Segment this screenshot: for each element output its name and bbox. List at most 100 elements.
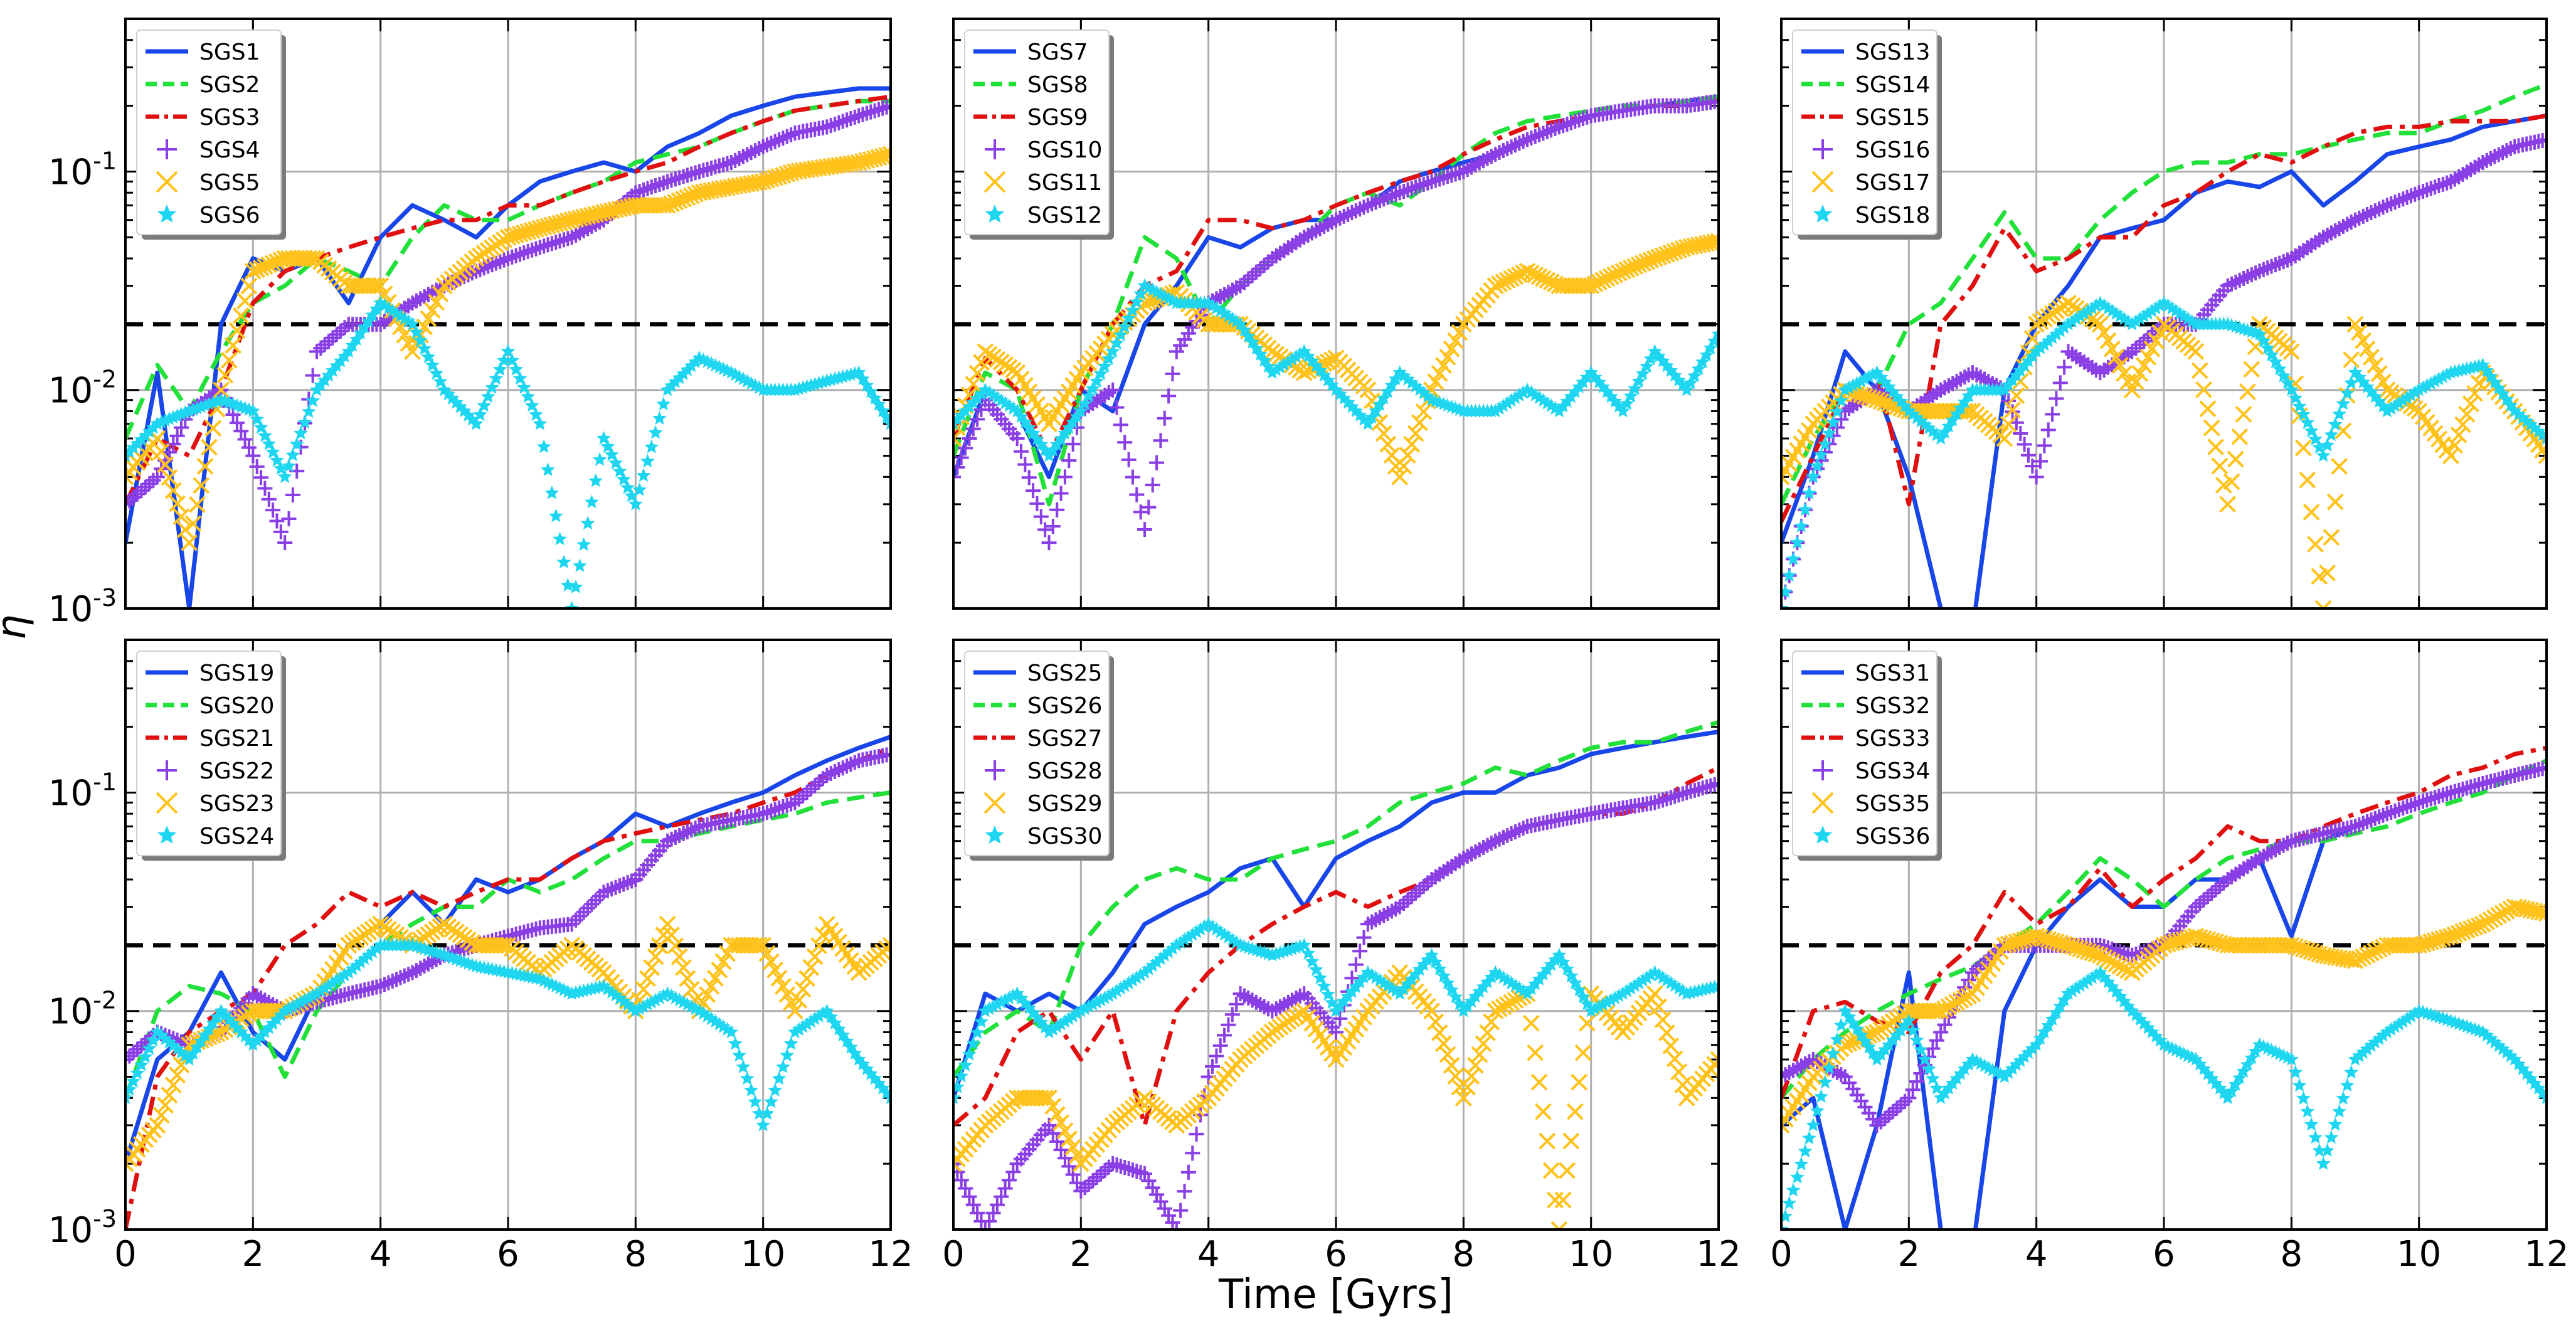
cross-marker <box>2107 348 2125 366</box>
star-marker <box>1181 930 1196 943</box>
plus-marker <box>1057 469 1073 485</box>
plus-marker <box>329 327 344 343</box>
plus-marker <box>1185 1145 1201 1161</box>
legend-item-sgs36: SGS36 <box>1813 824 1930 849</box>
series-sgs3-line <box>125 94 891 506</box>
star-marker <box>564 601 580 608</box>
star-marker <box>250 1033 265 1047</box>
plus-marker <box>1145 1180 1160 1196</box>
star-marker <box>157 205 177 223</box>
plus-marker <box>572 908 588 924</box>
star-marker <box>1153 951 1168 965</box>
cross-marker <box>1391 468 1409 486</box>
star-marker <box>150 416 165 430</box>
plus-marker <box>1137 522 1152 538</box>
star-marker <box>1556 398 1571 413</box>
series-group <box>125 735 891 1230</box>
plus-marker <box>1937 1017 1953 1033</box>
plus-marker <box>576 905 591 920</box>
plus-marker <box>173 420 189 435</box>
cross-marker <box>1932 1002 1949 1020</box>
star-marker <box>990 997 1005 1011</box>
cross-marker <box>1060 1130 1078 1148</box>
star-marker <box>2080 973 2096 987</box>
cross-marker <box>2187 343 2205 360</box>
plot-frame <box>1780 639 2548 1231</box>
star-marker <box>1121 975 1136 989</box>
star-marker <box>1596 997 1611 1011</box>
star-marker <box>361 948 376 962</box>
star-marker <box>182 403 197 418</box>
star-marker <box>313 983 328 997</box>
cross-marker <box>1924 403 1941 420</box>
star-marker <box>285 447 300 462</box>
cross-marker <box>372 277 390 294</box>
star-marker <box>1643 967 1658 982</box>
star-marker <box>2400 1011 2414 1026</box>
x-tick-label: 12 <box>868 1234 913 1275</box>
cross-marker <box>2004 401 2021 418</box>
cross-marker <box>1463 1068 1480 1085</box>
star-marker <box>2316 1156 2331 1170</box>
star-marker <box>807 1011 822 1026</box>
star-marker <box>2432 371 2446 386</box>
star-marker <box>2368 1034 2383 1049</box>
x-tick-label: 2 <box>242 1234 265 1275</box>
star-marker <box>1078 1001 1093 1015</box>
plus-marker <box>157 139 177 159</box>
star-marker <box>2336 1091 2351 1105</box>
star-marker <box>317 980 332 995</box>
cross-marker <box>2482 911 2499 928</box>
star-marker <box>2304 1117 2319 1131</box>
plus-marker <box>1129 487 1145 502</box>
legend-item-sgs22: SGS22 <box>157 758 274 784</box>
cross-marker <box>639 196 656 214</box>
plus-marker <box>305 368 321 383</box>
cross-marker <box>232 307 250 324</box>
plus-marker <box>1145 477 1160 493</box>
cross-marker <box>1498 996 1516 1013</box>
legend-label: SGS28 <box>1027 758 1102 784</box>
cross-marker <box>1495 998 1512 1016</box>
plus-marker <box>2037 438 2052 454</box>
plus-marker <box>953 1172 969 1188</box>
plus-marker <box>1089 1169 1105 1185</box>
star-marker <box>1532 972 1547 985</box>
cross-marker <box>2103 340 2121 358</box>
x-tick-label: 6 <box>2153 1234 2175 1275</box>
cross-marker <box>1471 1046 1488 1063</box>
series-sgs36 <box>1781 965 2547 1230</box>
cross-marker <box>675 959 692 976</box>
cross-marker <box>2099 951 2117 969</box>
star-marker <box>2388 398 2402 412</box>
cross-marker <box>699 986 716 1003</box>
star-marker <box>1813 826 1833 844</box>
cross-marker <box>2370 940 2388 958</box>
panel-4: 0 2 4 6 8 10 12 10-3 10-2 10-1 SGS19 SGS20 SGS21 SGS2… <box>48 639 913 1275</box>
star-marker <box>1711 979 1719 992</box>
cross-marker <box>296 250 314 267</box>
plus-marker <box>253 470 269 486</box>
star-marker <box>724 1024 739 1039</box>
plus-marker <box>1113 417 1128 433</box>
star-marker <box>1628 381 1642 395</box>
plus-marker <box>2208 882 2224 898</box>
star-marker <box>2061 316 2075 331</box>
star-marker <box>2539 431 2547 445</box>
star-marker <box>2124 316 2139 331</box>
star-marker <box>2388 1019 2402 1033</box>
cross-marker <box>2231 428 2249 445</box>
star-marker <box>2244 1050 2259 1065</box>
star-marker <box>285 999 300 1013</box>
star-marker <box>1914 1042 1928 1056</box>
cross-marker <box>2096 324 2113 341</box>
star-marker <box>1877 1042 1892 1056</box>
cross-marker <box>1491 1000 1508 1017</box>
cross-marker <box>702 977 720 995</box>
cross-marker <box>244 1002 262 1020</box>
plus-marker <box>970 412 985 427</box>
cross-marker <box>1920 403 1937 420</box>
cross-marker <box>169 1066 186 1084</box>
cross-marker <box>1654 1011 1672 1029</box>
cross-marker <box>1578 1014 1596 1032</box>
